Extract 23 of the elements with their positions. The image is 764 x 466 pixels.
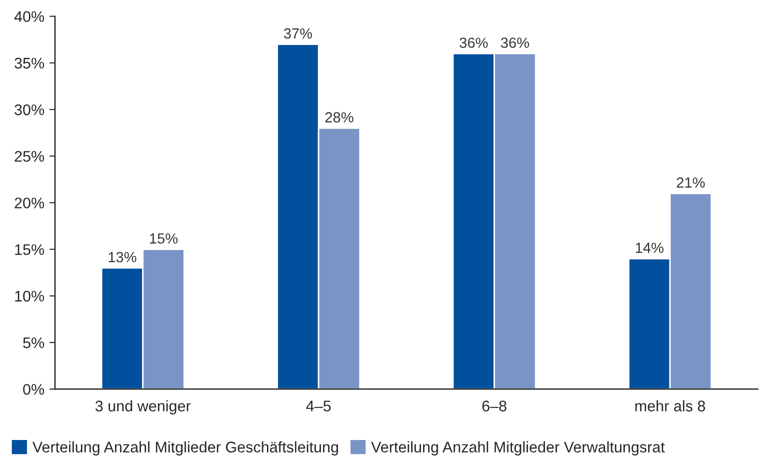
data-label: 28% bbox=[325, 112, 354, 122]
legend-label: Verteilung Anzahl Mitglieder Geschäftsleitung bbox=[32, 441, 338, 456]
data-label: 36% bbox=[500, 38, 530, 48]
data-label: 13% bbox=[108, 252, 136, 262]
data-label: 15% bbox=[150, 233, 178, 244]
y-tick-label: 15% bbox=[15, 244, 44, 255]
x-tick-label: 6–8 bbox=[482, 400, 506, 412]
y-tick-label: 10% bbox=[15, 290, 44, 302]
data-label: 14% bbox=[636, 242, 664, 253]
y-tick-label: 40% bbox=[14, 11, 44, 22]
x-tick-label: 4–5 bbox=[306, 400, 331, 412]
y-tick-label: 30% bbox=[14, 104, 44, 116]
y-tick-label: 35% bbox=[14, 58, 44, 69]
y-tick-label: 0% bbox=[23, 384, 44, 395]
legend-label: Verteilung Anzahl Mitglieder Verwaltungsrat bbox=[371, 441, 665, 456]
x-tick-label: 3 und weniger bbox=[95, 400, 191, 414]
y-tick-label: 5% bbox=[23, 337, 44, 348]
y-tick-label: 20% bbox=[14, 198, 44, 208]
data-label: 37% bbox=[284, 28, 312, 39]
y-tick-label: 25% bbox=[14, 150, 44, 162]
data-label: 36% bbox=[460, 38, 488, 48]
x-tick-label: mehr als 8 bbox=[635, 400, 706, 412]
data-label: 21% bbox=[676, 177, 705, 188]
